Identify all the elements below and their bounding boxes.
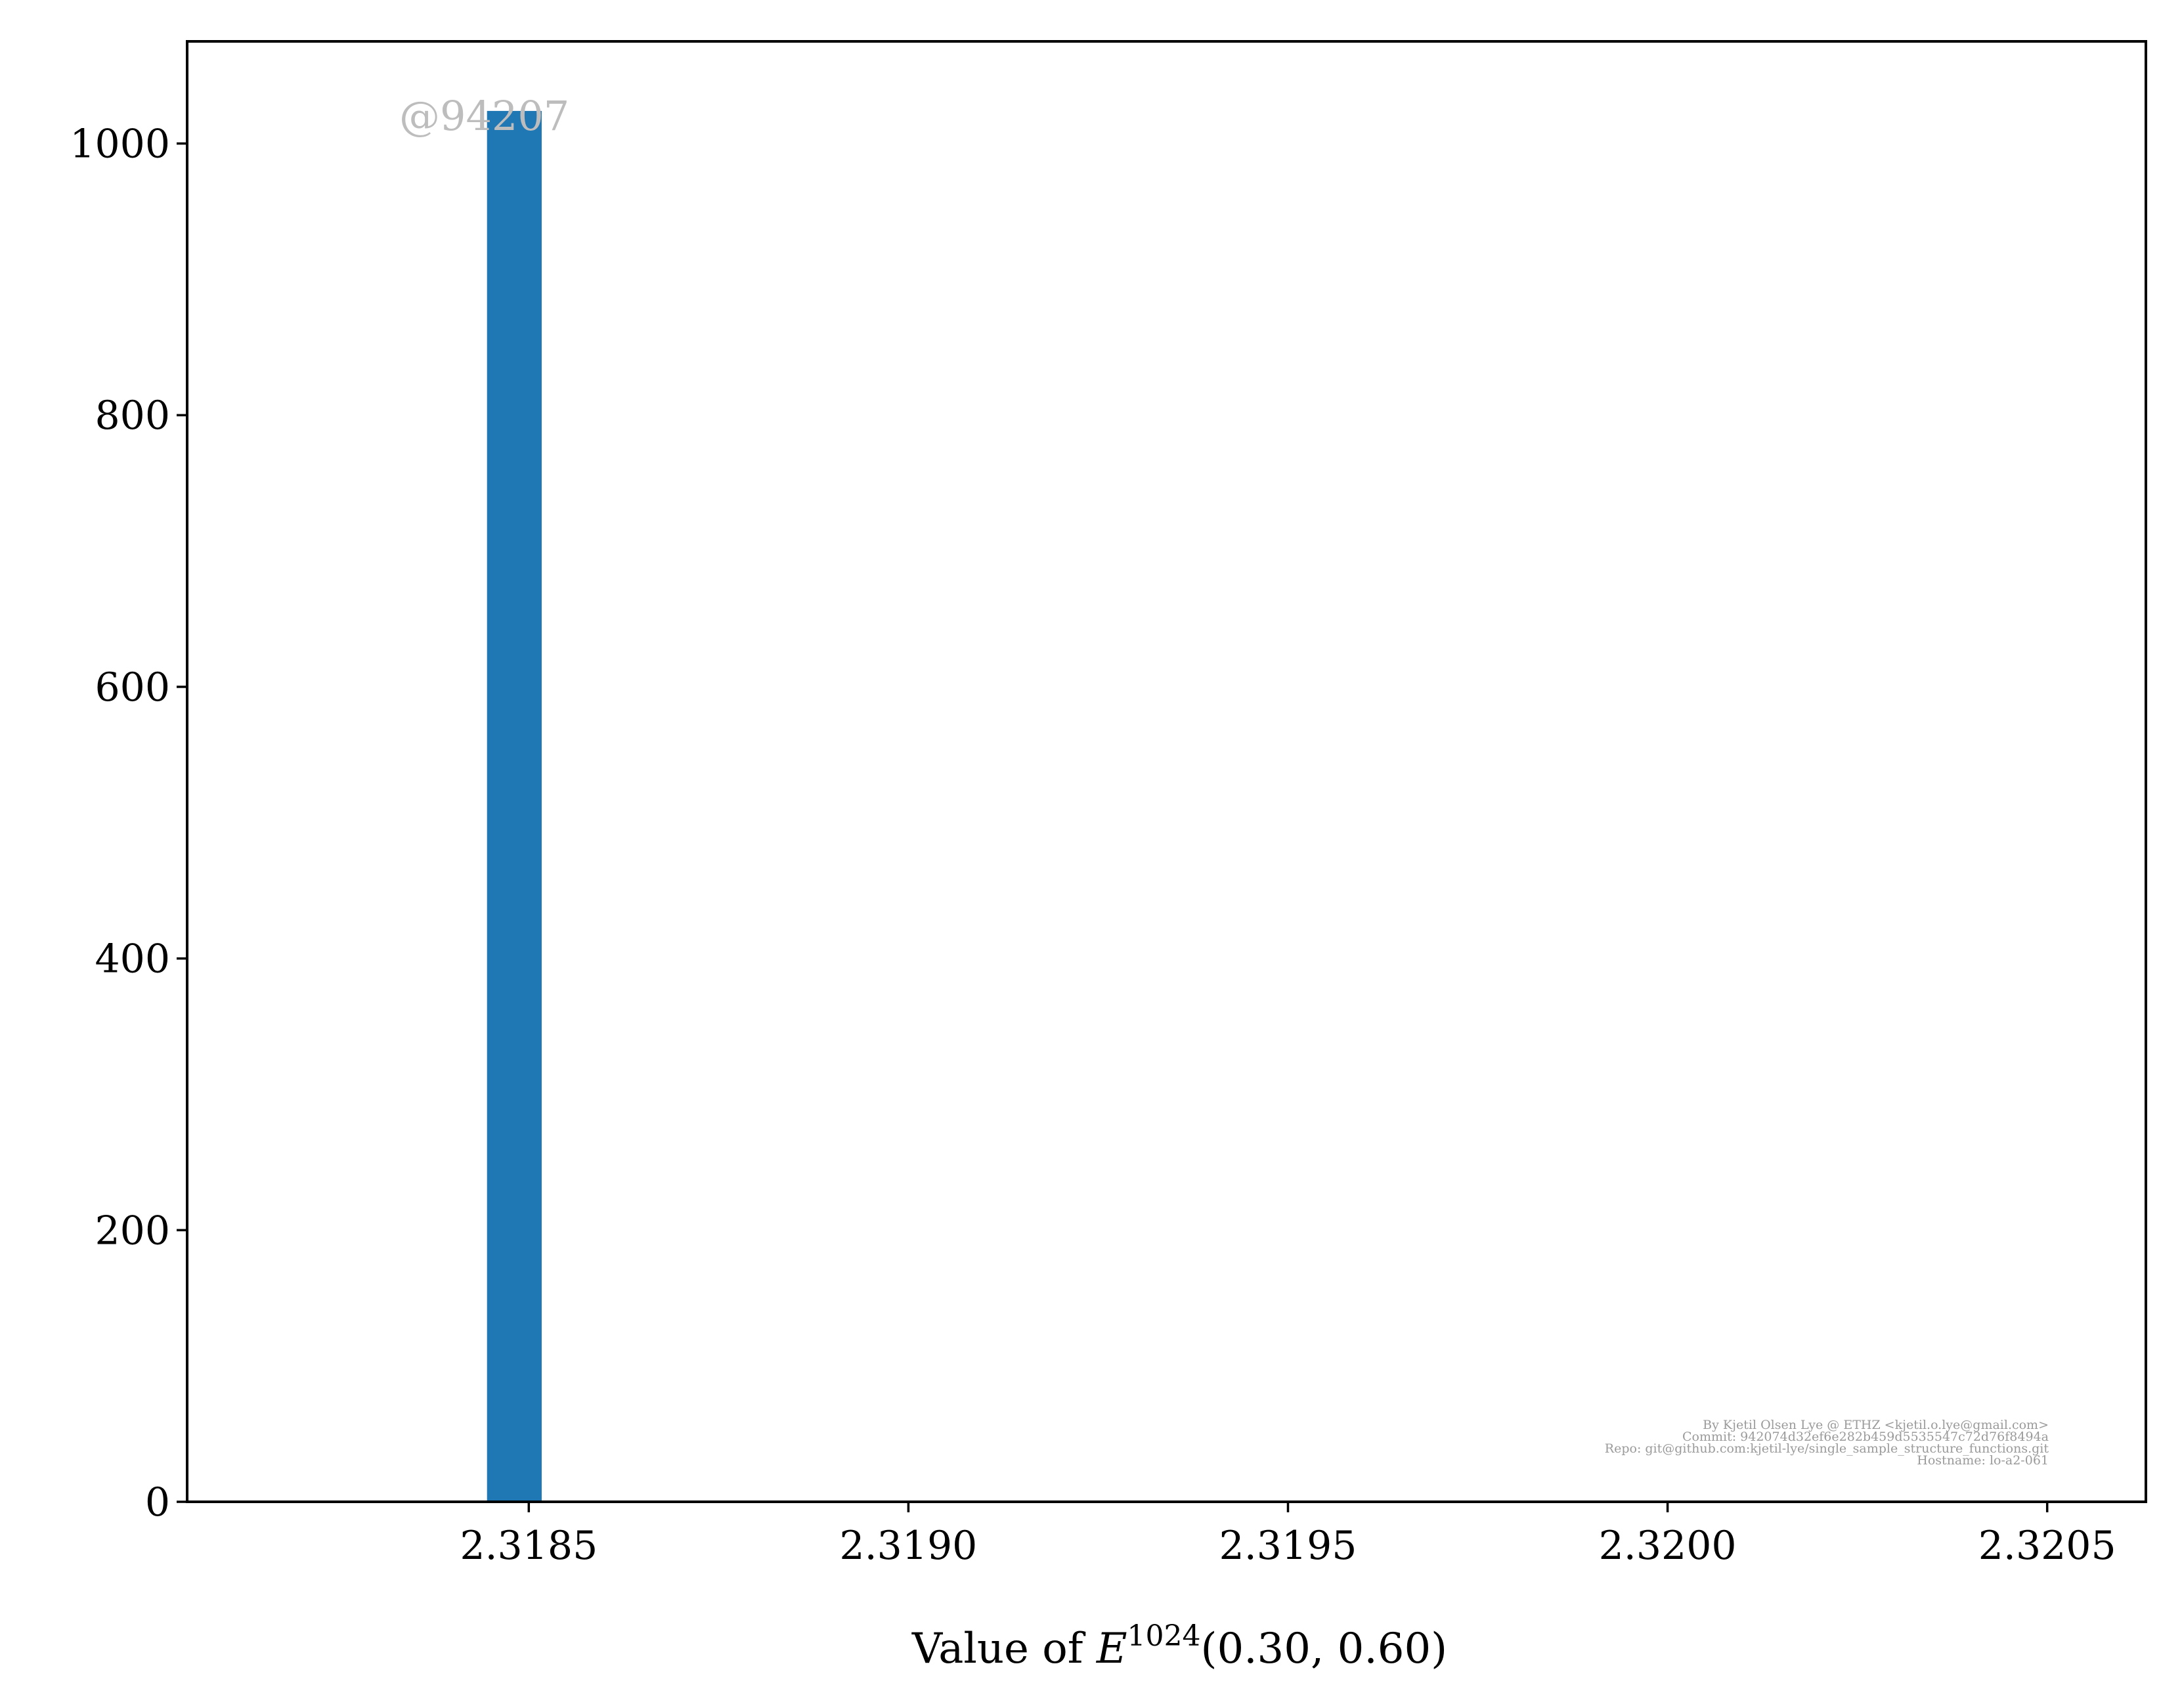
y-tick-label-2: 400 — [95, 936, 170, 982]
x-tick-label-4: 2.3205 — [1978, 1523, 2116, 1569]
x-axis-label-args: (0.30, 0.60) — [1201, 1625, 1448, 1673]
y-tick-label-4: 800 — [95, 393, 170, 439]
watermark-label: @94207 — [399, 92, 569, 140]
y-tick-label-3: 600 — [95, 665, 170, 711]
histogram-bar-0 — [487, 110, 542, 1502]
x-tick-label-0: 2.3185 — [460, 1523, 598, 1569]
x-tick-label-2: 2.3195 — [1219, 1523, 1357, 1569]
x-tick-label-1: 2.3190 — [839, 1523, 977, 1569]
footer-line-2: Repo: git@github.com:kjetil-lye/single_s… — [1605, 1441, 2049, 1456]
y-tick-label-5: 1000 — [70, 121, 170, 167]
x-axis-label-symbol: E — [1096, 1625, 1127, 1673]
footer-line-1: Commit: 942074d32ef6e282b459d5535547c72d… — [1682, 1430, 2049, 1444]
x-tick-label-3: 2.3200 — [1599, 1523, 1737, 1569]
footer-note: By Kjetil Olsen Lye @ ETHZ <kjetil.o.lye… — [1605, 1418, 2049, 1468]
y-tick-label-1: 200 — [95, 1208, 170, 1254]
x-axis-label: Value of E1024(0.30, 0.60) — [911, 1619, 1447, 1673]
bars-layer — [487, 110, 542, 1502]
ticks-layer: 2.3185 2.3190 2.3195 2.3200 2.3205 0 200 400 600… — [70, 121, 2116, 1569]
footer-line-3: Hostname: lo-a2-061 — [1917, 1453, 2049, 1468]
x-axis-label-superscript: 1024 — [1127, 1619, 1201, 1653]
x-axis-label-prefix: Value of — [911, 1625, 1097, 1673]
footer-line-0: By Kjetil Olsen Lye @ ETHZ <kjetil.o.lye… — [1703, 1418, 2049, 1432]
plot-frame — [186, 40, 2147, 1503]
y-tick-label-0: 0 — [145, 1479, 170, 1525]
